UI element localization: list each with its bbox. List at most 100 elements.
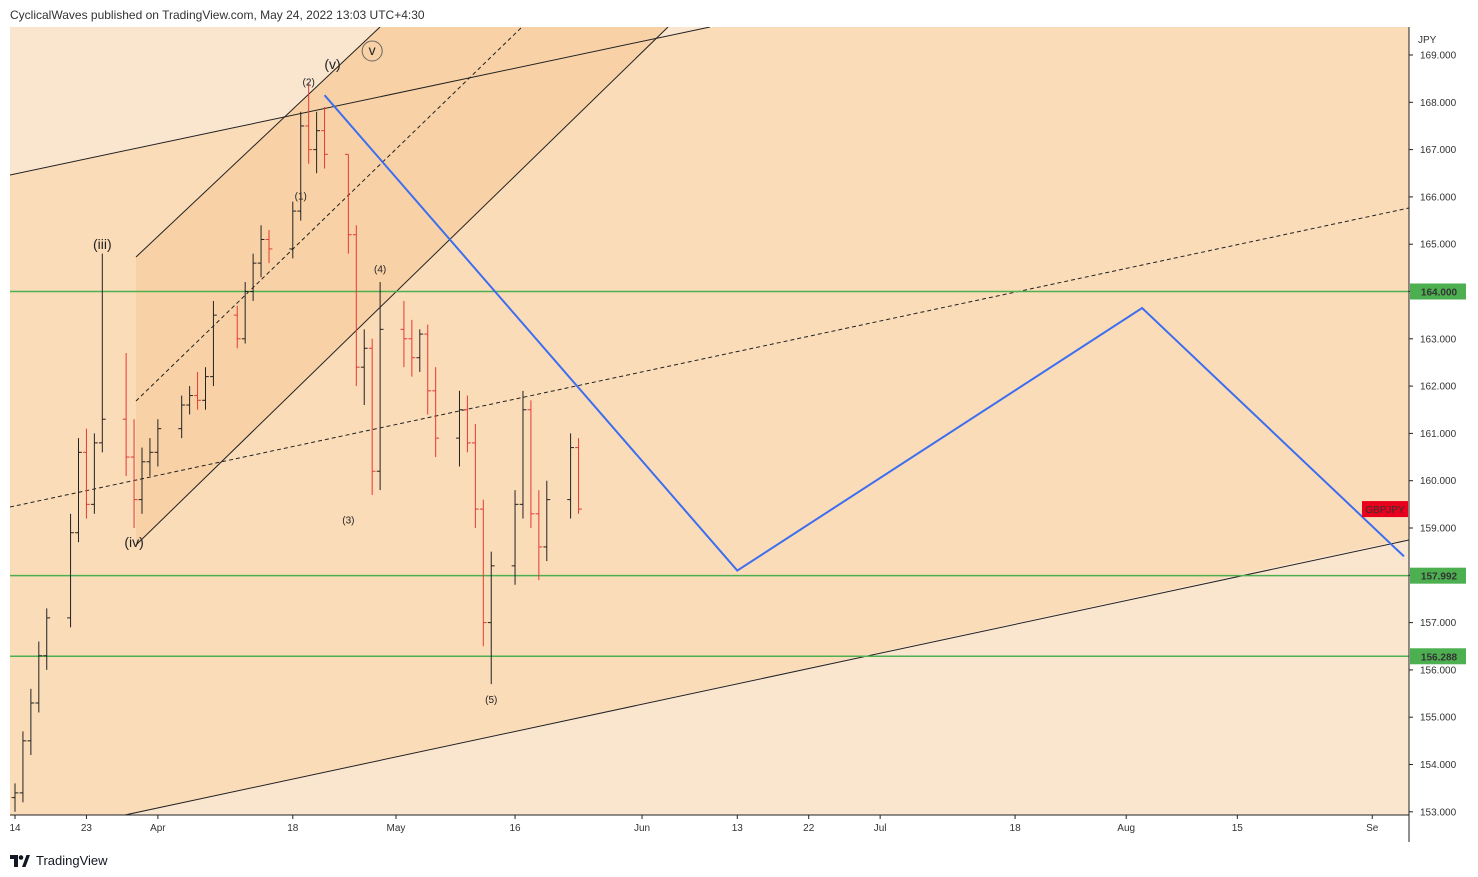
candle[interactable]: [321, 107, 328, 169]
candle[interactable]: [122, 352, 130, 476]
candle[interactable]: [27, 688, 35, 756]
price-chart[interactable]: (iii) (iv) (2) (v) v (1) (4) (3) (5) JPY 169.000 1…: [10, 27, 1468, 842]
candle[interactable]: [210, 300, 217, 387]
candle[interactable]: [408, 319, 416, 377]
time-tick-label: 22: [803, 823, 815, 834]
candle[interactable]: [416, 329, 424, 372]
wave-label: (3): [342, 515, 354, 526]
candle[interactable]: [511, 490, 519, 585]
candle[interactable]: [146, 438, 154, 476]
price-tick-label: 169.000: [1420, 51, 1457, 62]
candle[interactable]: [249, 253, 257, 301]
axis-currency-label: JPY: [1418, 35, 1437, 46]
candle[interactable]: [19, 731, 27, 803]
candle[interactable]: [11, 783, 19, 812]
candle[interactable]: [313, 111, 321, 174]
candle[interactable]: [67, 513, 74, 628]
projection-path: [323, 94, 1405, 572]
candle[interactable]: [360, 329, 368, 406]
candle[interactable]: [265, 230, 273, 264]
candle[interactable]: [400, 300, 408, 368]
candle[interactable]: [83, 428, 90, 519]
candle[interactable]: [519, 390, 527, 519]
candle[interactable]: [543, 480, 551, 562]
publish-info: CyclicalWaves published on TradingView.c…: [10, 8, 425, 22]
candle[interactable]: [344, 153, 352, 254]
time-tick-label: 18: [1010, 823, 1022, 834]
wave-label: (4): [374, 265, 386, 276]
time-tick-label: May: [387, 823, 406, 834]
time-tick-label: 18: [287, 823, 299, 834]
candle[interactable]: [35, 641, 43, 713]
price-tick-label: 166.000: [1420, 192, 1457, 203]
impulse-lower-line: [135, 27, 669, 546]
candle[interactable]: [487, 551, 495, 685]
candle[interactable]: [456, 390, 463, 467]
price-tick-label: 168.000: [1420, 98, 1457, 109]
candle[interactable]: [527, 400, 535, 528]
candle[interactable]: [479, 499, 487, 647]
price-tick-label: 165.000: [1420, 240, 1457, 251]
candle[interactable]: [90, 433, 98, 514]
impulse-midline: [135, 27, 523, 402]
symbol-badge[interactable]: [1362, 501, 1408, 518]
candle[interactable]: [241, 282, 249, 344]
candle[interactable]: [297, 111, 305, 221]
price-axis-background: [1409, 27, 1468, 842]
candle[interactable]: [257, 225, 265, 278]
symbol-badge-label[interactable]: GBPJPY: [1365, 505, 1405, 516]
chart-area[interactable]: (iii) (iv) (2) (v) v (1) (4) (3) (5) JPY 169.000 1…: [10, 27, 1468, 842]
level-badge-label: 157.992: [1421, 572, 1458, 583]
candle[interactable]: [352, 225, 360, 387]
footer: TradingView: [10, 850, 108, 870]
candle[interactable]: [376, 282, 384, 491]
level-badge-label: 164.000: [1421, 288, 1458, 299]
price-tick-label: 156.000: [1420, 665, 1457, 676]
tradingview-logo-icon[interactable]: [10, 854, 30, 867]
price-tick-label: 159.000: [1420, 524, 1457, 535]
price-tick-label: 154.000: [1420, 760, 1457, 771]
wave-label: (5): [485, 695, 497, 706]
time-tick-label: Aug: [1117, 823, 1135, 834]
candle[interactable]: [535, 490, 543, 581]
candle[interactable]: [154, 419, 162, 467]
price-tick-label: 153.000: [1420, 807, 1457, 818]
candle[interactable]: [432, 367, 440, 458]
candle[interactable]: [464, 395, 471, 453]
price-tick-label: 155.000: [1420, 713, 1457, 724]
time-tick-label: Jul: [874, 823, 887, 834]
candle[interactable]: [43, 608, 51, 670]
level-badge: [1410, 567, 1466, 584]
candle[interactable]: [130, 419, 138, 528]
channel-midline: [10, 207, 1409, 508]
wave-label: (2): [303, 78, 315, 89]
candle[interactable]: [233, 305, 241, 349]
time-tick-label: Se: [1366, 823, 1379, 834]
candle[interactable]: [471, 423, 479, 528]
candle[interactable]: [194, 371, 201, 410]
wave-label: (iii): [93, 236, 112, 252]
candle[interactable]: [289, 201, 297, 259]
candle[interactable]: [202, 367, 209, 410]
candle[interactable]: [368, 338, 376, 495]
price-tick-label: 167.000: [1420, 145, 1457, 156]
candle[interactable]: [186, 386, 194, 415]
price-tick-label: 157.000: [1420, 618, 1457, 629]
candle[interactable]: [305, 83, 313, 164]
candle[interactable]: [178, 395, 186, 439]
candle[interactable]: [138, 447, 146, 514]
candle[interactable]: [424, 324, 432, 415]
candle[interactable]: [567, 433, 574, 519]
wave-label-circle: [361, 40, 383, 62]
price-tick-label: 162.000: [1420, 382, 1457, 393]
channel-lower-line: [124, 539, 1409, 815]
time-tick-label: 13: [732, 823, 744, 834]
time-tick-label: Jun: [634, 823, 650, 834]
channel-upper-line: [10, 27, 711, 176]
candle[interactable]: [75, 438, 82, 543]
candle[interactable]: [98, 253, 106, 453]
footer-brand[interactable]: TradingView: [36, 852, 108, 868]
time-tick-label: 16: [509, 823, 521, 834]
wave-label: (iv): [124, 534, 143, 550]
candle[interactable]: [575, 438, 582, 514]
